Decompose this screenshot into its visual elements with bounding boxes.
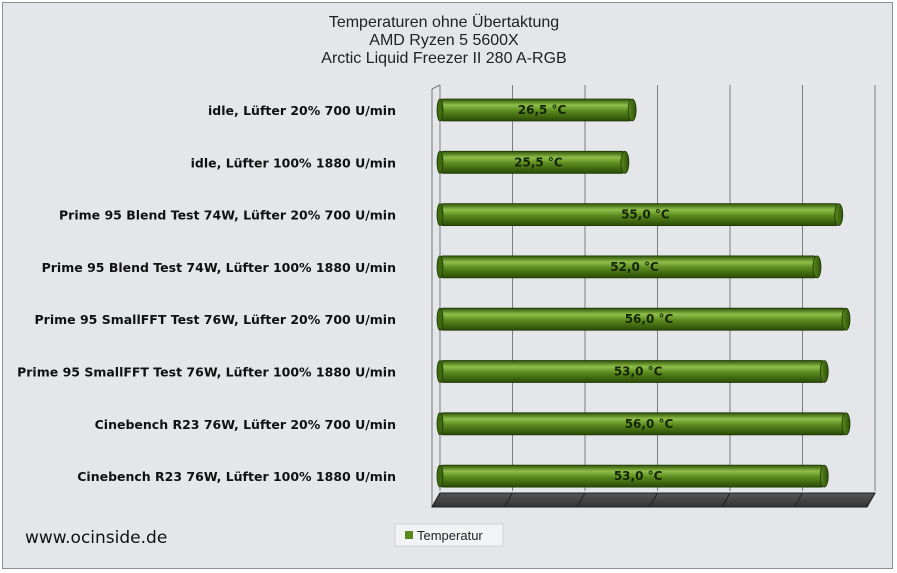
- floor-gridline: [576, 492, 586, 508]
- title-line-2: AMD Ryzen 5 5600X: [369, 32, 519, 49]
- watermark: www.ocinside.de: [25, 528, 167, 548]
- side-wall-top-edge: [431, 84, 441, 90]
- bar-start-cap: [436, 307, 444, 331]
- bars: 26,5 °C 25,5 °C 55,0 °C 52,0 °C 56,0 °C 53,0 …: [436, 98, 851, 488]
- bar-chart: Temperaturen ohne Übertaktung AMD Ryzen …: [17, 13, 876, 548]
- bar: [436, 464, 829, 488]
- bar-start-cap: [436, 360, 444, 383]
- bar-cap: [819, 360, 829, 383]
- category-label: idle, Lüfter 100% 1880 U/min: [191, 155, 396, 170]
- bar: [436, 98, 637, 122]
- bar-cap: [834, 203, 844, 227]
- data-label: 26,5 °C: [518, 103, 567, 117]
- category-label: Cinebench R23 76W, Lüfter 100% 1880 U/mi…: [77, 469, 396, 484]
- data-label: 25,5 °C: [514, 155, 563, 169]
- data-label: 56,0 °C: [625, 417, 674, 431]
- category-label: Cinebench R23 76W, Lüfter 20% 700 U/min: [95, 417, 396, 432]
- category-label: Prime 95 Blend Test 74W, Lüfter 20% 700 …: [59, 208, 396, 223]
- category-labels: idle, Lüfter 20% 700 U/min idle, Lüfter 1…: [17, 103, 396, 484]
- bar: [436, 150, 630, 174]
- bar: [436, 203, 844, 227]
- floor-gridline: [649, 492, 658, 508]
- bar-start-cap: [436, 203, 444, 227]
- bar-cap: [841, 307, 851, 331]
- bar-cap: [841, 412, 851, 436]
- data-label: 53,0 °C: [614, 365, 663, 379]
- legend-swatch: [405, 531, 413, 539]
- floor-gridline: [721, 492, 731, 508]
- bar-start-cap: [436, 98, 444, 122]
- floor-gridline: [504, 492, 513, 508]
- bar-start-cap: [436, 412, 444, 436]
- category-label: Prime 95 SmallFFT Test 76W, Lüfter 20% 7…: [35, 312, 397, 327]
- title-line-3: Arctic Liquid Freezer II 280 A-RGB: [321, 50, 566, 67]
- chart-floor: [431, 492, 876, 508]
- category-label: idle, Lüfter 20% 700 U/min: [208, 103, 396, 118]
- floor-gridline: [431, 492, 441, 508]
- category-label: Prime 95 SmallFFT Test 76W, Lüfter 100% …: [17, 365, 396, 380]
- bar-cap: [627, 98, 637, 122]
- category-label: Prime 95 Blend Test 74W, Lüfter 100% 188…: [42, 260, 396, 275]
- data-label: 53,0 °C: [614, 469, 663, 483]
- plot-walls: [431, 84, 441, 507]
- plot-area: 26,5 °C 25,5 °C 55,0 °C 52,0 °C 56,0 °C 53,0 …: [17, 84, 876, 508]
- bar-start-cap: [436, 464, 444, 488]
- data-label: 55,0 °C: [621, 208, 670, 222]
- data-label: 56,0 °C: [625, 312, 674, 326]
- bar: [436, 360, 829, 383]
- legend-label: Temperatur: [417, 528, 483, 543]
- bar-start-cap: [436, 150, 444, 174]
- bar: [436, 412, 851, 436]
- bar-cap: [812, 255, 822, 279]
- bar: [436, 307, 851, 331]
- bar-cap: [819, 464, 829, 488]
- bar: [436, 255, 822, 279]
- title-line-1: Temperaturen ohne Übertaktung: [329, 13, 559, 31]
- chart-title: Temperaturen ohne Übertaktung AMD Ryzen …: [321, 13, 566, 67]
- bar-cap: [620, 150, 630, 174]
- legend: Temperatur: [394, 523, 504, 547]
- bar-start-cap: [436, 255, 444, 279]
- legend-box: [394, 523, 504, 547]
- floor-gridline: [866, 492, 876, 508]
- data-label: 52,0 °C: [610, 260, 659, 274]
- floor-gridline: [794, 492, 803, 508]
